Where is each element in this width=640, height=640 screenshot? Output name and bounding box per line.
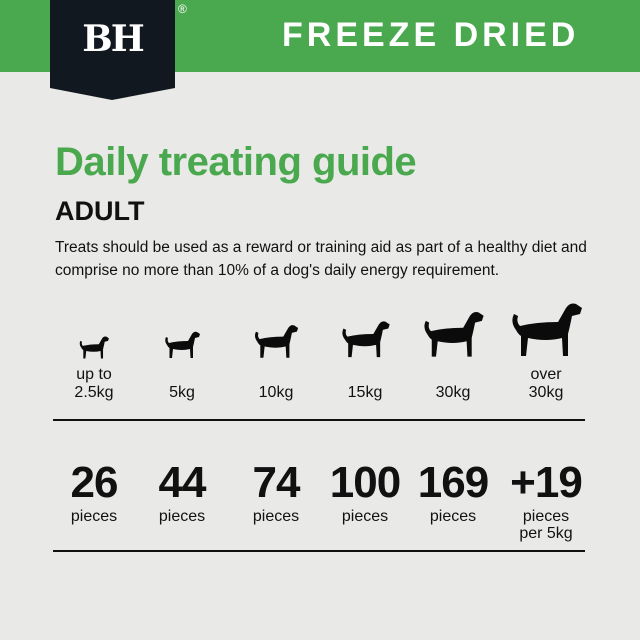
weight-label: up to 2.5kg <box>49 366 139 402</box>
weight-value: 2.5kg <box>74 384 114 401</box>
weight-label: over 30kg <box>501 366 591 402</box>
piece-unit: pieces <box>49 508 139 525</box>
description: Treats should be used as a reward or tra… <box>55 239 587 279</box>
piece-count: 44 <box>158 458 207 507</box>
piece-unit: pieces <box>408 508 498 525</box>
category-title: FREEZE DRIED <box>282 16 580 54</box>
weight-label: 30kg <box>408 366 498 402</box>
unit-line: pieces <box>429 508 477 525</box>
brand-logo-shield <box>50 0 175 100</box>
unit-line: per 5kg <box>519 525 573 542</box>
weight-value: 10kg <box>258 384 294 401</box>
unit-line: pieces <box>341 508 389 525</box>
weight-label: 5kg <box>137 366 227 402</box>
piece-unit: pieces <box>137 508 227 525</box>
weight-prefix: up to <box>76 366 112 383</box>
weight-label: 10kg <box>231 366 321 402</box>
unit-line: pieces <box>522 508 570 525</box>
divider <box>53 550 585 552</box>
weight-value: 30kg <box>435 384 471 401</box>
piece-unit: pieces <box>231 508 321 525</box>
mastiff-icon <box>501 300 591 360</box>
piece-unit: pieces <box>320 508 410 525</box>
unit-line: pieces <box>252 508 300 525</box>
unit-line: pieces <box>70 508 118 525</box>
great-dane-icon <box>408 300 498 360</box>
piece-count: 169 <box>417 458 489 507</box>
registered-mark: ® <box>178 2 187 16</box>
piece-count: 100 <box>329 458 401 507</box>
small-dog-icon <box>49 300 139 360</box>
page-subtitle: ADULT <box>55 196 145 226</box>
dachshund-icon <box>137 300 227 360</box>
bulldog-icon <box>231 300 321 360</box>
divider <box>53 419 585 421</box>
weight-prefix: over <box>530 366 562 383</box>
piece-unit: pieces per 5kg <box>501 508 591 542</box>
terrier-icon <box>320 300 410 360</box>
unit-line: pieces <box>158 508 206 525</box>
piece-count: 74 <box>252 458 301 507</box>
weight-value: 5kg <box>169 384 195 401</box>
brand-logo: BH <box>82 18 144 60</box>
page-title: Daily treating guide <box>55 140 417 184</box>
weight-value: 15kg <box>347 384 383 401</box>
piece-count: 26 <box>70 458 119 507</box>
weight-label: 15kg <box>320 366 410 402</box>
weight-value: 30kg <box>528 384 564 401</box>
piece-count: +19 <box>510 458 583 507</box>
